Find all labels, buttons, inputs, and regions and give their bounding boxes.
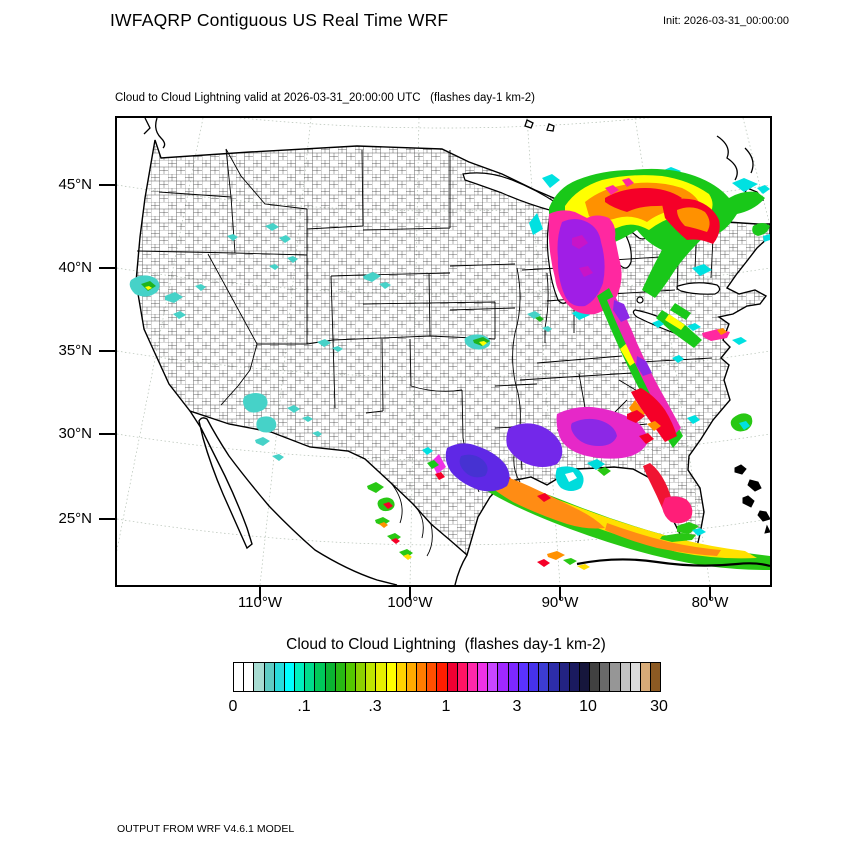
lon-label-80w: 80°W (691, 594, 729, 611)
colorbar-segment (344, 663, 356, 691)
colorbar-segment (568, 663, 579, 691)
lon-label-100w: 100°W (387, 594, 433, 611)
lat-label-30n: 30°N (58, 425, 92, 442)
colorbar-segment (365, 663, 376, 691)
colorbar-tick-label: .1 (297, 698, 311, 715)
caribbean-outlines (576, 464, 770, 568)
model-footer: OUTPUT FROM WRF V4.6.1 MODEL WE = 580 ; … (117, 797, 530, 850)
colorbar-segment (589, 663, 600, 691)
map-subtitle: Cloud to Cloud Lightning valid at 2026-0… (115, 92, 535, 104)
lon-tick-80w (709, 585, 711, 600)
colorbar-segment (355, 663, 366, 691)
lon-label-90w: 90°W (541, 594, 579, 611)
lon-tick-110w (259, 585, 261, 600)
lon-tick-100w (409, 585, 411, 600)
colorbar-segment (578, 663, 590, 691)
colorbar-segment (253, 663, 264, 691)
colorbar-segment (609, 663, 620, 691)
conus-map-canvas (117, 118, 770, 585)
colorbar-tick-label: 1 (441, 698, 451, 715)
lightning-region-great-lakes (529, 167, 770, 320)
colorbar-ticks: 0 .1 .3 1 3 10 30 (229, 698, 668, 718)
colorbar-segment (446, 663, 457, 691)
lat-label-45n: 45°N (58, 176, 92, 193)
colorbar-title: Cloud to Cloud Lightning (flashes day-1 … (286, 636, 606, 653)
colorbar-tick-label: 0 (228, 698, 238, 715)
colorbar-segment (548, 663, 559, 691)
lat-label-25n: 25°N (58, 510, 92, 527)
lat-label-40n: 40°N (58, 259, 92, 276)
init-time-label: Init: 2026-03-31_00:00:00 (663, 15, 789, 27)
colorbar-segment (538, 663, 549, 691)
lon-label-110w: 110°W (237, 594, 283, 611)
colorbar-segment (395, 663, 406, 691)
map-frame (115, 116, 772, 587)
plot-title: IWFAQRP Contiguous US Real Time WRF (110, 10, 449, 30)
colorbar-segment (273, 663, 284, 691)
lightning-region-northeast (687, 223, 770, 345)
colorbar-tick-label: 3 (512, 698, 522, 715)
colorbar-segment (507, 663, 518, 691)
colorbar-segment (527, 663, 539, 691)
non-us-outlines (143, 118, 765, 585)
colorbar-segment (629, 663, 640, 691)
lat-tick-35n (99, 350, 116, 352)
colorbar-segment (263, 663, 274, 691)
colorbar-segment (405, 663, 417, 691)
colorbar-segment (558, 663, 569, 691)
lightning-region-appalachia (597, 288, 702, 448)
colorbar-segment (650, 663, 661, 691)
colorbar-segment (283, 663, 295, 691)
lon-tick-90w (559, 585, 561, 600)
lat-label-35n: 35°N (58, 342, 92, 359)
colorbar-segment (436, 663, 447, 691)
colorbar-segment (497, 663, 508, 691)
colorbar-segment (385, 663, 396, 691)
lightning-region-gulf (422, 406, 770, 570)
colorbar-segment (294, 663, 305, 691)
colorbar-segment (477, 663, 488, 691)
colorbar-segment (426, 663, 437, 691)
lightning-region-west-scatter (129, 223, 552, 461)
lat-tick-40n (99, 267, 116, 269)
colorbar-tick-label: .3 (368, 698, 382, 715)
lat-tick-30n (99, 433, 116, 435)
colorbar-swatches (233, 662, 661, 692)
lat-tick-45n (99, 184, 116, 186)
colorbar-segment (487, 663, 498, 691)
colorbar-segment (304, 663, 315, 691)
colorbar-segment (466, 663, 478, 691)
colorbar-segment (456, 663, 467, 691)
colorbar-tick-label: 30 (650, 698, 668, 715)
lat-tick-25n (99, 518, 116, 520)
colorbar-segment (599, 663, 610, 691)
colorbar-segment (234, 663, 244, 691)
colorbar-segment (324, 663, 335, 691)
colorbar-segment (639, 663, 651, 691)
colorbar-tick-label: 10 (579, 698, 597, 715)
colorbar-segment (314, 663, 325, 691)
colorbar-segment (375, 663, 386, 691)
footer-line1: OUTPUT FROM WRF V4.6.1 MODEL (117, 823, 295, 835)
colorbar-segment (517, 663, 528, 691)
colorbar-segment (243, 663, 254, 691)
colorbar-segment (334, 663, 345, 691)
colorbar-segment (619, 663, 630, 691)
colorbar-segment (416, 663, 427, 691)
